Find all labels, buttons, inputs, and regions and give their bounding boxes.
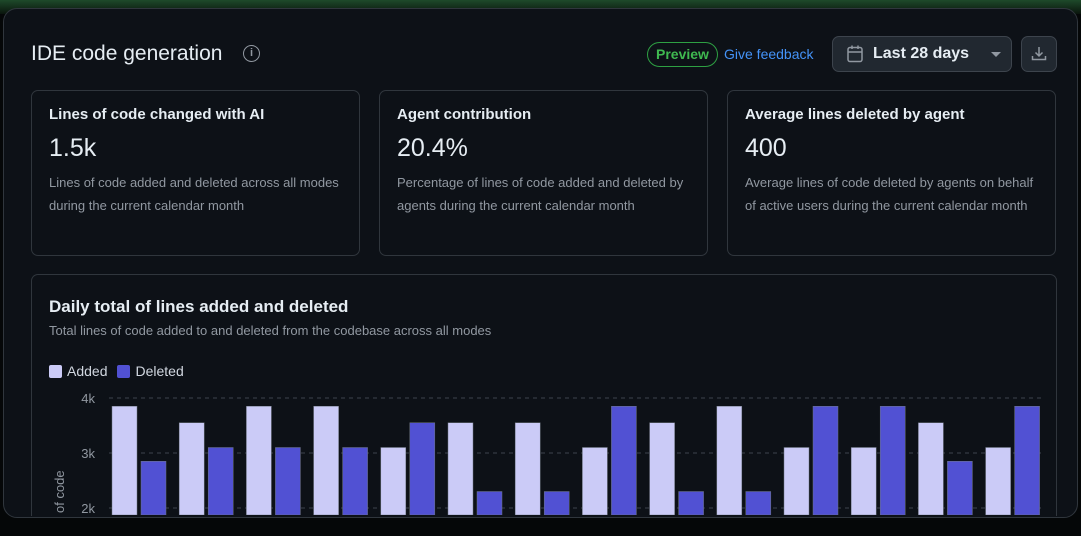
- bar-added: [178, 422, 205, 515]
- bar-added: [514, 422, 541, 515]
- legend-label: Added: [67, 363, 108, 379]
- card-title: Lines of code changed with AI: [49, 106, 265, 123]
- bar-added: [313, 406, 339, 515]
- bar-deleted: [1014, 406, 1040, 515]
- card-title: Agent contribution: [397, 106, 532, 123]
- card-value: 400: [745, 134, 787, 162]
- bar-added: [649, 422, 675, 515]
- y-tick-label: 4k: [81, 391, 95, 406]
- daily-lines-chart-card: Daily total of lines added and deleted T…: [31, 274, 1057, 516]
- card-value: 1.5k: [49, 134, 97, 162]
- metric-card-avg-deleted: Average lines deleted by agent 400 Avera…: [727, 90, 1056, 256]
- bar-deleted: [342, 447, 368, 515]
- bar-deleted: [207, 447, 234, 515]
- bar-added: [246, 406, 272, 515]
- bar-added: [582, 447, 608, 515]
- bar-added: [985, 447, 1011, 515]
- date-range-dropdown[interactable]: Last 28 days: [832, 36, 1012, 72]
- bar-chart: 4k 3k 2k of code: [52, 391, 1042, 515]
- card-description: Lines of code added and deleted across a…: [49, 175, 339, 213]
- bar-deleted: [879, 406, 906, 515]
- legend-label: Deleted: [135, 363, 184, 379]
- bar-deleted: [947, 461, 973, 515]
- metric-card-agent-contribution: Agent contribution 20.4% Percentage of l…: [379, 90, 708, 256]
- card-description: Percentage of lines of code added and de…: [397, 175, 684, 213]
- card-title: Average lines deleted by agent: [745, 106, 965, 123]
- chart-subtitle: Total lines of code added to and deleted…: [49, 323, 492, 338]
- legend-swatch: [117, 364, 131, 378]
- bar-deleted: [611, 406, 637, 515]
- ide-code-generation-panel: IDE code generation i Preview Give feedb…: [3, 8, 1078, 518]
- page-title: IDE code generation: [31, 42, 223, 65]
- bar-added: [918, 422, 944, 515]
- legend-swatch: [49, 364, 62, 378]
- date-range-label: Last 28 days: [873, 45, 970, 62]
- download-icon: [1031, 47, 1047, 61]
- y-tick-label: 3k: [81, 446, 95, 461]
- bar-added: [783, 447, 810, 515]
- bar-deleted: [812, 406, 839, 515]
- y-tick-label: 2k: [81, 501, 95, 515]
- bar-deleted: [409, 422, 436, 515]
- info-icon[interactable]: i: [243, 45, 260, 62]
- bar-added: [380, 447, 407, 515]
- preview-badge: Preview: [647, 42, 718, 67]
- card-value: 20.4%: [397, 134, 468, 162]
- metric-card-lines-changed: Lines of code changed with AI 1.5k Lines…: [31, 90, 360, 256]
- bar-deleted: [275, 447, 301, 515]
- give-feedback-link[interactable]: Give feedback: [724, 46, 814, 62]
- download-button[interactable]: [1021, 36, 1057, 72]
- bar-deleted: [745, 491, 772, 515]
- bar-deleted: [678, 491, 704, 515]
- chart-title: Daily total of lines added and deleted: [49, 297, 349, 316]
- bar-added: [447, 422, 474, 515]
- legend-deleted[interactable]: Deleted: [117, 363, 184, 379]
- bar-deleted: [140, 461, 167, 515]
- chevron-down-icon: [991, 51, 1002, 57]
- bar-added: [111, 406, 138, 515]
- bar-deleted: [476, 491, 503, 515]
- bar-added: [850, 447, 877, 515]
- card-description: Average lines of code deleted by agents …: [745, 175, 1034, 213]
- bar-deleted: [543, 491, 570, 515]
- legend-added[interactable]: Added: [49, 363, 107, 379]
- bar-added: [716, 406, 743, 515]
- y-axis-label: of code: [52, 470, 67, 513]
- calendar-icon: [847, 45, 863, 63]
- chart-legend: Added Deleted: [49, 363, 184, 379]
